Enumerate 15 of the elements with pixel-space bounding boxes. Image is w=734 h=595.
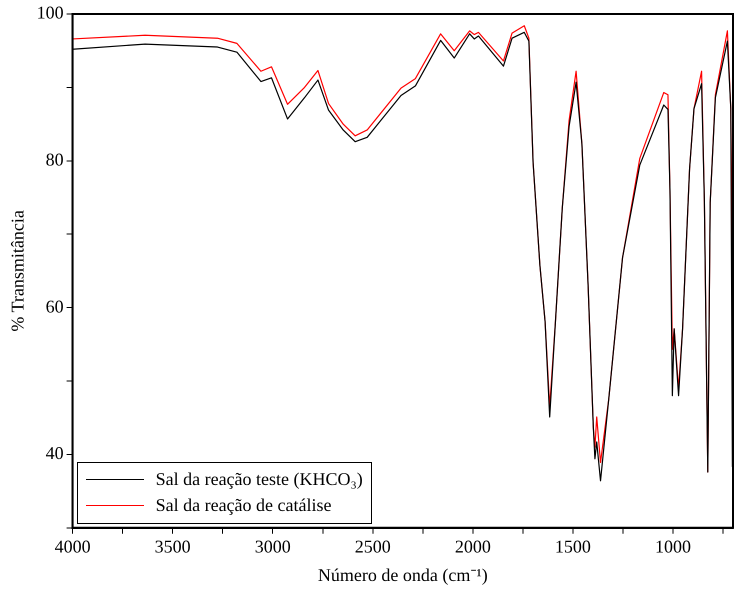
x-tick-label: 1000 [654, 536, 691, 556]
legend-label: Sal da reação de catálise [156, 495, 332, 516]
x-tick-label: 3500 [154, 536, 191, 556]
y-tick-label: 60 [46, 296, 64, 316]
x-tick-label: 3000 [254, 536, 291, 556]
x-tick-label: 4000 [54, 536, 91, 556]
y-tick-label: 40 [46, 443, 64, 464]
x-axis-title: Número de onda (cm⁻¹) [318, 564, 488, 585]
x-tick-label: 2000 [454, 536, 491, 556]
y-tick-label: 100 [36, 2, 64, 23]
x-tick-label: 2500 [354, 536, 391, 556]
y-axis-title: % Transmitância [8, 210, 28, 332]
y-tick-label: 80 [46, 150, 64, 170]
legend-label: Sal da reação teste (KHCO₃) [156, 469, 363, 490]
x-tick-label: 1500 [554, 536, 591, 556]
